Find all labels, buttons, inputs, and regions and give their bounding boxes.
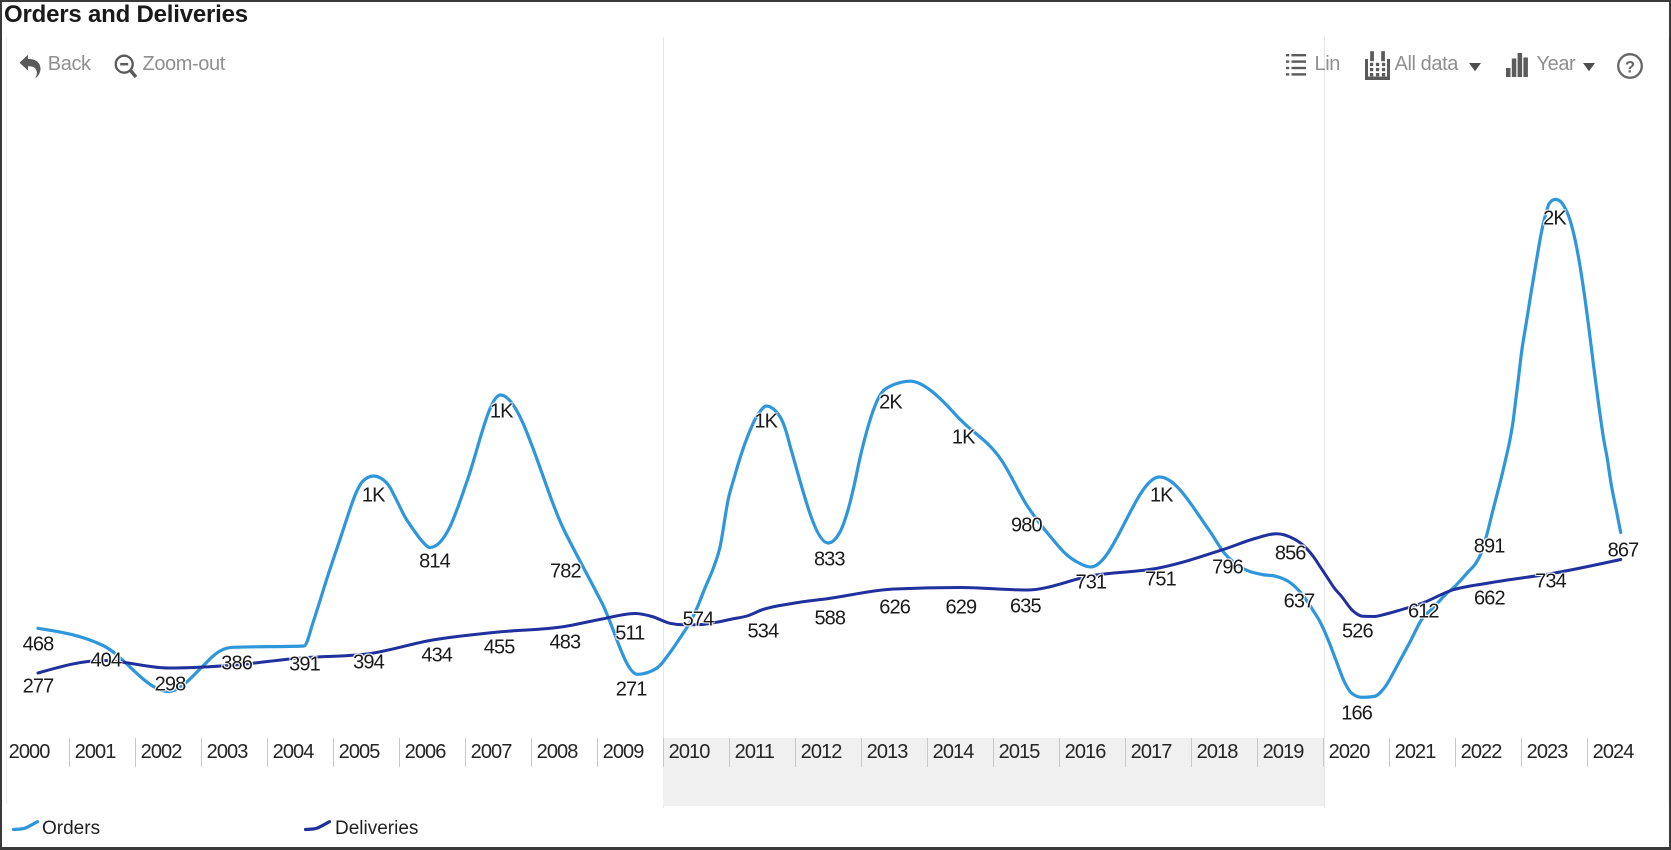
svg-text:?: ? (1625, 59, 1635, 77)
